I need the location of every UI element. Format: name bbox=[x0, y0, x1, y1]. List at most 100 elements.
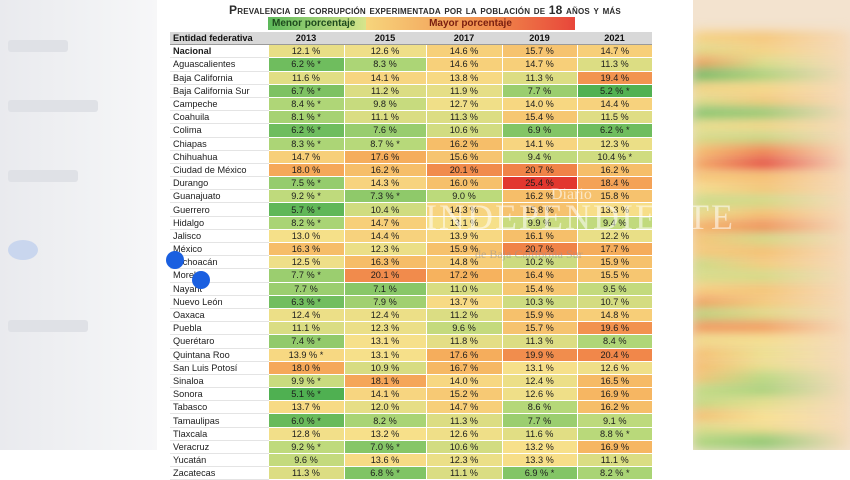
blur-band bbox=[693, 132, 850, 147]
value-cell: 8.7 % * bbox=[343, 137, 426, 151]
value-cell: 12.3 % bbox=[343, 321, 426, 336]
value-cell: 16.2 % bbox=[343, 163, 426, 178]
value-cell: 13.3 % bbox=[501, 453, 577, 468]
entity-name: Sinaloa bbox=[170, 374, 268, 389]
value-cell: 10.2 % bbox=[501, 255, 577, 270]
value-cell: 18.1 % bbox=[343, 374, 426, 389]
value-cell: 9.9 % * bbox=[267, 374, 344, 389]
table-row: Yucatán 9.6 % 13.6 % 12.3 % 13.3 % 11.1 % bbox=[170, 453, 652, 468]
table-row: Quintana Roo 13.9 % * 13.1 % 17.6 % 19.9 % 20… bbox=[170, 348, 652, 362]
value-cell: 10.3 % bbox=[501, 295, 577, 309]
entity-name: Puebla bbox=[170, 321, 268, 336]
blur-band bbox=[693, 221, 850, 235]
value-cell: 14.7 % bbox=[425, 400, 502, 415]
value-cell: 15.9 % bbox=[425, 242, 502, 257]
column-header-year: 2015 bbox=[344, 32, 426, 46]
entity-name: Chihuahua bbox=[170, 150, 268, 164]
value-cell: 16.0 % bbox=[425, 176, 502, 191]
table-row: Ciudad de México 18.0 % 16.2 % 20.1 % 20.7 %… bbox=[170, 163, 652, 178]
value-cell: 16.7 % bbox=[425, 361, 502, 375]
value-cell: 7.7 % * bbox=[267, 268, 344, 283]
value-cell: 19.9 % bbox=[501, 348, 577, 362]
value-cell: 12.6 % bbox=[501, 387, 577, 402]
value-cell: 10.9 % bbox=[343, 361, 426, 375]
table-row: Baja California 11.6 % 14.1 % 13.8 % 11.3 % 1… bbox=[170, 71, 652, 85]
table-row: Michoacán 12.5 % 16.3 % 14.8 % 10.2 % 15.9 % bbox=[170, 255, 652, 270]
watermark-main: INDEPENDIENTE bbox=[425, 197, 735, 237]
value-cell: 15.4 % bbox=[501, 282, 577, 296]
value-cell: 14.1 % bbox=[501, 137, 577, 151]
table-row: Jalisco 13.0 % 14.4 % 13.9 % 16.1 % 12.2 % bbox=[170, 229, 652, 244]
table-body: Nacional 12.1 % 12.6 % 14.6 % 15.7 % 14.7 % Ag… bbox=[170, 44, 652, 480]
value-cell: 14.8 % bbox=[425, 255, 502, 270]
entity-name: Veracruz bbox=[170, 440, 268, 455]
value-cell: 10.4 % * bbox=[576, 150, 652, 164]
value-cell: 11.1 % bbox=[267, 321, 344, 336]
value-cell: 10.7 % bbox=[576, 295, 652, 309]
value-cell: 16.9 % bbox=[576, 387, 652, 402]
value-cell: 12.4 % bbox=[267, 308, 344, 323]
value-cell: 12.5 % bbox=[267, 255, 344, 270]
value-cell: 9.8 % bbox=[343, 97, 426, 112]
table-row: Guerrero 5.7 % * 10.4 % 14.3 % 15.8 % 13.3 % bbox=[170, 202, 652, 217]
value-cell: 9.6 % bbox=[425, 321, 502, 336]
value-cell: 8.2 % bbox=[343, 413, 426, 428]
blur-band bbox=[693, 347, 850, 361]
entity-name: Guanajuato bbox=[170, 189, 268, 204]
entity-name: Chiapas bbox=[170, 137, 268, 151]
value-cell: 16.2 % bbox=[576, 163, 652, 178]
blur-band bbox=[693, 309, 850, 324]
value-cell: 6.0 % * bbox=[267, 413, 344, 428]
value-cell: 12.6 % bbox=[576, 361, 652, 375]
blur-band bbox=[693, 170, 850, 185]
value-cell: 11.3 % bbox=[267, 466, 344, 480]
value-cell: 19.6 % bbox=[576, 321, 652, 336]
value-cell: 7.7 % bbox=[501, 84, 577, 98]
chart-title: Prevalencia de corrupción experimentada … bbox=[229, 3, 621, 17]
value-cell: 8.4 % bbox=[576, 334, 652, 349]
value-cell: 14.8 % bbox=[576, 308, 652, 323]
prevalence-table: Entidad federativa 2013 2015 2017 2019 2021 … bbox=[170, 32, 652, 480]
table-header-row: Entidad federativa 2013 2015 2017 2019 2021 bbox=[170, 32, 652, 46]
value-cell: 20.1 % bbox=[343, 268, 426, 283]
entity-name: Tamaulipas bbox=[170, 413, 268, 428]
value-cell: 14.4 % bbox=[343, 229, 426, 244]
value-cell: 8.2 % * bbox=[576, 466, 652, 480]
value-cell: 13.7 % bbox=[267, 400, 344, 415]
table-row: Veracruz 9.2 % * 7.0 % * 10.6 % 13.2 % 16.9 % bbox=[170, 440, 652, 455]
watermark-top: Diario bbox=[551, 186, 592, 203]
blurred-left-background bbox=[0, 0, 157, 450]
value-cell: 13.8 % bbox=[425, 71, 502, 85]
blur-band bbox=[693, 82, 850, 97]
blur-band bbox=[693, 435, 850, 450]
entity-name: Sonora bbox=[170, 387, 268, 402]
value-cell: 15.7 % bbox=[501, 44, 577, 59]
value-cell: 5.7 % * bbox=[267, 202, 344, 217]
value-cell: 11.0 % bbox=[425, 282, 502, 296]
touch-indicator-dot bbox=[192, 271, 210, 289]
value-cell: 9.0 % bbox=[425, 189, 502, 204]
entity-name: Hidalgo bbox=[170, 216, 268, 230]
entity-name: Quintana Roo bbox=[170, 348, 268, 362]
blur-band bbox=[693, 397, 850, 412]
blur-band bbox=[693, 359, 850, 374]
value-cell: 15.9 % bbox=[501, 308, 577, 323]
value-cell: 14.7 % bbox=[576, 44, 652, 59]
value-cell: 7.6 % bbox=[343, 123, 426, 138]
blur-band bbox=[693, 158, 850, 172]
entity-name: Nacional bbox=[170, 44, 268, 59]
entity-name: Ciudad de México bbox=[170, 163, 268, 178]
table-row: Coahuila 8.1 % * 11.1 % 11.3 % 15.4 % 11.5 % bbox=[170, 110, 652, 125]
entity-name: San Luis Potosí bbox=[170, 361, 268, 375]
blur-band bbox=[693, 271, 850, 286]
blur-band bbox=[693, 95, 850, 109]
value-cell: 16.2 % bbox=[501, 189, 577, 204]
value-cell: 12.7 % bbox=[425, 97, 502, 112]
value-cell: 17.7 % bbox=[576, 242, 652, 257]
value-cell: 18.0 % bbox=[267, 163, 344, 178]
value-cell: 16.9 % bbox=[576, 440, 652, 455]
column-header-entity: Entidad federativa bbox=[170, 32, 268, 46]
value-cell: 17.6 % bbox=[425, 348, 502, 362]
value-cell: 13.9 % bbox=[425, 229, 502, 244]
blur-band bbox=[693, 258, 850, 273]
